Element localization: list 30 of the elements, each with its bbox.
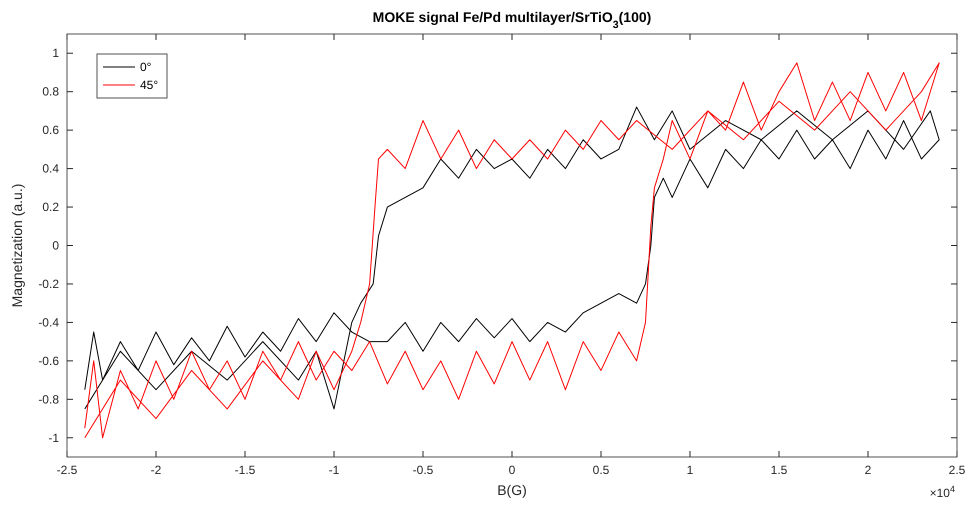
y-tick-label: 0.8: [42, 84, 60, 99]
y-tick-label: -0.4: [38, 315, 60, 330]
x-axis-title: B(G): [497, 482, 527, 498]
x-tick-label: -1: [328, 463, 340, 477]
text: ×10$^{4}$: [930, 484, 955, 500]
y-tick-label: 1: [52, 46, 60, 60]
x-tick-label: 2: [864, 463, 872, 477]
x-tick-label: 0.5: [592, 463, 610, 477]
x-tick-label: 1.5: [770, 463, 788, 477]
x-tick-label: -2: [150, 463, 162, 477]
line-series: [84, 106, 940, 410]
y-tick-label: 0.6: [42, 123, 60, 138]
y-tick-label: -0.6: [38, 354, 60, 368]
y-tick-label: 0.2: [42, 200, 60, 214]
y-axis-title: Magnetization (a.u.): [9, 184, 25, 308]
legend-label: 0°: [140, 60, 152, 74]
y-tick-label: -1: [48, 430, 60, 445]
x-tick-label: 1: [686, 463, 694, 477]
y-tick-label: 0: [52, 238, 60, 252]
x-tick-label: 0: [508, 463, 516, 477]
line-series: [84, 62, 940, 438]
x-tick-label: -2.5: [56, 463, 78, 477]
y-tick-label: -0.8: [38, 392, 60, 406]
x-tick-label: -0.5: [412, 463, 434, 477]
y-tick-label: -0.2: [38, 276, 60, 291]
x-tick-label: 2.5: [948, 463, 966, 477]
chart-title: MOKE signal Fe/Pd multilayer/SrTiO$_{3}$(100): [372, 9, 652, 31]
x-tick-label: -1.5: [234, 463, 256, 477]
legend-label: 45°: [140, 78, 158, 92]
y-tick-label: 0.4: [42, 162, 60, 176]
